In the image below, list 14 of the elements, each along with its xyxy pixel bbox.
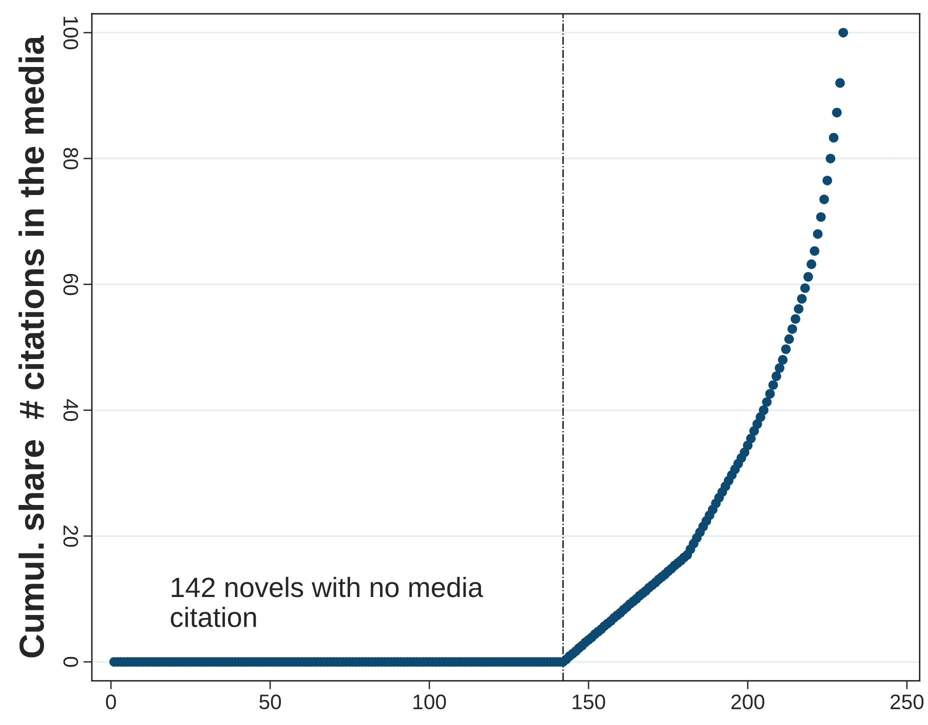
x-tick-label: 150 <box>572 694 606 710</box>
x-tick-label: 50 <box>259 694 281 710</box>
y-tick-label: 40 <box>63 399 78 421</box>
x-tick-label: 0 <box>106 694 116 710</box>
x-tick-label: 200 <box>731 694 764 710</box>
annotation: 142 novels with no media citation <box>170 576 484 628</box>
y-tick-label: 20 <box>63 526 78 547</box>
y-tick-label: 100 <box>63 16 78 50</box>
y-tick-label: 80 <box>63 148 78 170</box>
x-tick-label: 250 <box>890 694 924 710</box>
y-axis-title: Cumul. share # citations in the media <box>18 35 44 658</box>
x-tick-label: 100 <box>414 694 446 710</box>
y-tick-label: 0 <box>63 656 78 667</box>
y-tick-label: 60 <box>63 274 78 296</box>
